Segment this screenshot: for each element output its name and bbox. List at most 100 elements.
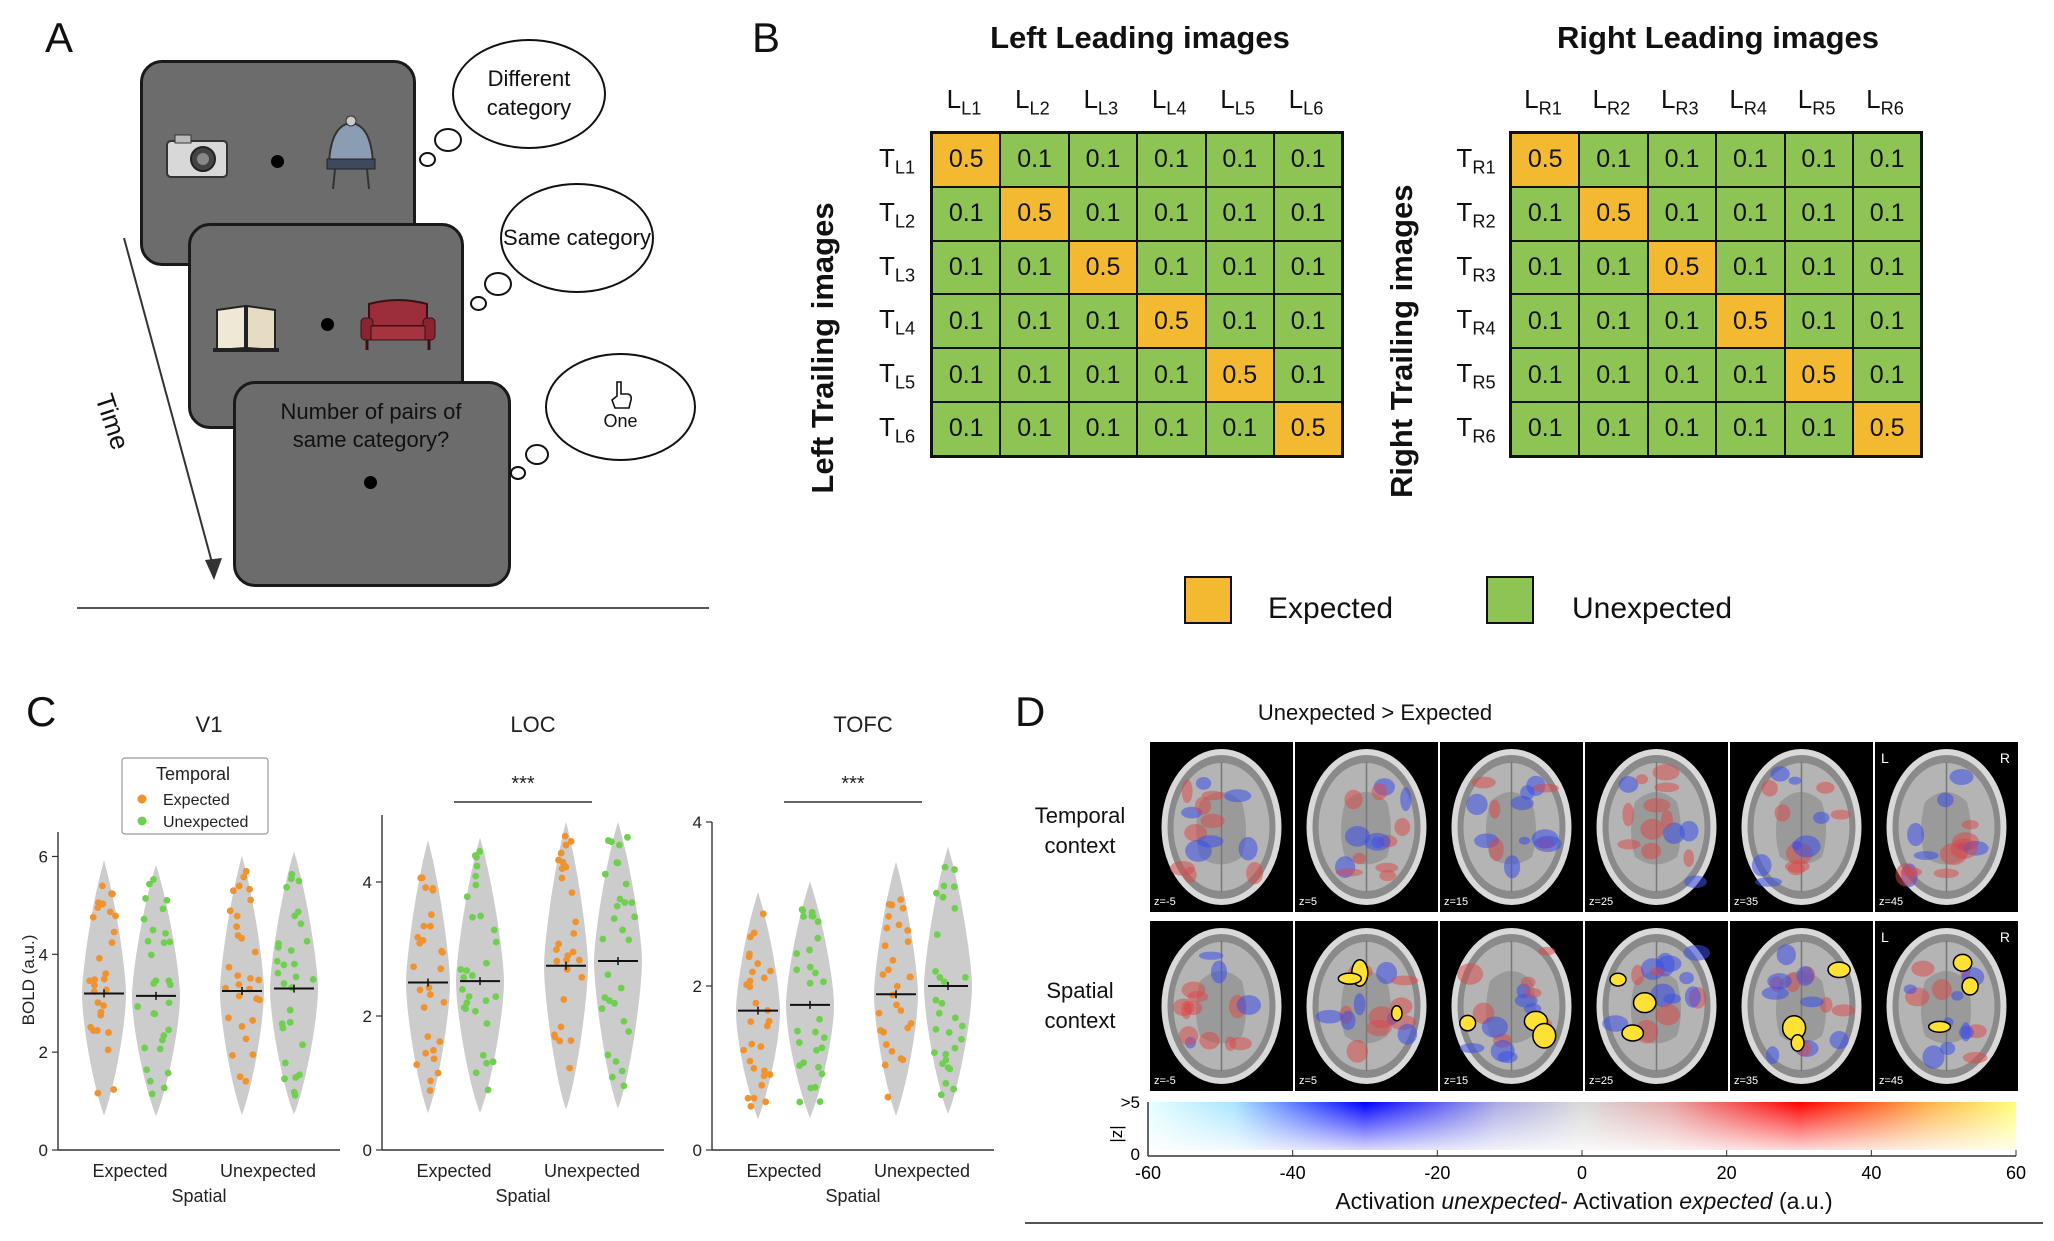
matrix-cell: 0.5 — [1511, 133, 1580, 187]
label-main: L — [1524, 84, 1539, 114]
data-point — [95, 954, 103, 962]
data-point — [256, 996, 263, 1004]
data-point — [608, 1073, 616, 1081]
data-point — [438, 947, 446, 955]
legend-marker-expected — [137, 794, 147, 804]
data-point — [806, 979, 814, 987]
data-point — [281, 1075, 288, 1083]
colorbar-tick-label: -40 — [1280, 1163, 1306, 1183]
data-point — [958, 1035, 965, 1043]
data-point — [434, 1069, 442, 1077]
data-point — [599, 935, 607, 943]
matrix-cell: 0.1 — [1579, 294, 1648, 349]
data-point — [469, 913, 476, 921]
panel-letter-a: A — [45, 14, 74, 61]
matrix-cell: 0.1 — [932, 186, 1001, 241]
matrix-col-label: LR2 — [1577, 84, 1645, 119]
data-point — [242, 1035, 250, 1043]
matrix-cell: 0.1 — [1000, 294, 1069, 349]
data-point — [907, 973, 914, 981]
brain-slice: z=-5 — [1150, 742, 1293, 912]
y-tick-label: 4 — [693, 813, 702, 832]
data-point — [249, 1051, 257, 1059]
slice-z-label: z=45 — [1879, 896, 1904, 908]
data-point — [555, 940, 563, 948]
matrix-cell: 0.1 — [1852, 186, 1922, 241]
panel-d-title: Unexpected > Expected — [1257, 700, 1493, 725]
data-point — [147, 951, 155, 959]
data-point — [932, 996, 940, 1004]
data-point — [796, 1062, 804, 1069]
data-point — [255, 976, 262, 984]
x-category-label: Unexpected — [544, 1161, 640, 1181]
colorbar-z-bottom: 0 — [1131, 1145, 1140, 1164]
data-point — [618, 1067, 626, 1075]
label-sub: L1 — [894, 157, 916, 178]
xlabel-part-4: expected — [1679, 1188, 1773, 1214]
colorbar-xlabel: Activation unexpected- Activation expect… — [1150, 1188, 2018, 1215]
label-sub: L3 — [1097, 98, 1119, 119]
data-point — [625, 936, 633, 944]
violin — [270, 851, 318, 1115]
data-point — [472, 1007, 479, 1015]
brain-slice: z=5 — [1295, 742, 1438, 912]
label-sub: R3 — [1675, 98, 1699, 119]
data-point — [936, 974, 944, 981]
data-point — [143, 1066, 151, 1074]
matrix-cell: 0.1 — [932, 348, 1001, 402]
label-main: L — [1797, 84, 1813, 114]
data-point — [885, 912, 892, 920]
data-point — [460, 974, 468, 981]
data-point — [611, 999, 618, 1007]
matrix-cell: 0.1 — [1579, 401, 1648, 456]
data-point — [91, 981, 98, 989]
data-point — [604, 1051, 612, 1059]
time-arrow — [123, 237, 222, 580]
data-point — [601, 994, 609, 1002]
data-point — [94, 904, 102, 912]
colorbar-tick-label: 40 — [1861, 1163, 1881, 1183]
data-point — [904, 927, 912, 934]
data-point — [897, 1055, 905, 1062]
data-point — [234, 932, 242, 939]
data-point — [236, 1073, 244, 1081]
label-sub: L5 — [894, 372, 916, 393]
xlabel-part-3: - Activation — [1560, 1188, 1680, 1214]
data-point — [813, 1046, 820, 1054]
data-point — [303, 937, 311, 945]
data-point — [425, 984, 433, 991]
data-point — [473, 862, 481, 870]
data-point — [94, 999, 102, 1007]
data-point — [235, 882, 243, 890]
data-point — [102, 970, 110, 978]
label-main: L — [1151, 84, 1167, 114]
label-main: T — [878, 358, 895, 389]
data-point — [424, 1033, 432, 1040]
thought-bubble-answer: One — [545, 353, 696, 461]
matrix-cell: 0.5 — [1579, 186, 1648, 241]
data-point — [290, 1088, 298, 1096]
matrix-cell: 0.1 — [1647, 186, 1717, 241]
data-point — [419, 936, 427, 944]
data-point — [251, 948, 259, 956]
slice-z-label: z=45 — [1879, 1075, 1904, 1087]
matrix-cell: 0.5 — [1000, 186, 1069, 241]
data-point — [746, 977, 754, 985]
legend-title: Temporal — [156, 764, 230, 784]
label-sub: L1 — [961, 98, 982, 119]
xlabel-part-2: unexpected — [1441, 1188, 1561, 1214]
data-point — [416, 986, 424, 994]
matrix-row-label: TL4 — [868, 304, 926, 339]
data-point — [570, 930, 578, 937]
data-point — [620, 1017, 628, 1025]
matrix-row-label: TL1 — [868, 143, 926, 178]
data-point — [426, 991, 434, 998]
data-point — [148, 1090, 156, 1098]
data-point — [165, 1026, 173, 1034]
data-point — [98, 882, 106, 890]
data-point — [958, 1022, 966, 1030]
data-point — [759, 910, 767, 918]
panel-letter-c: C — [26, 688, 57, 735]
data-point — [156, 1045, 164, 1053]
data-point — [427, 911, 435, 918]
